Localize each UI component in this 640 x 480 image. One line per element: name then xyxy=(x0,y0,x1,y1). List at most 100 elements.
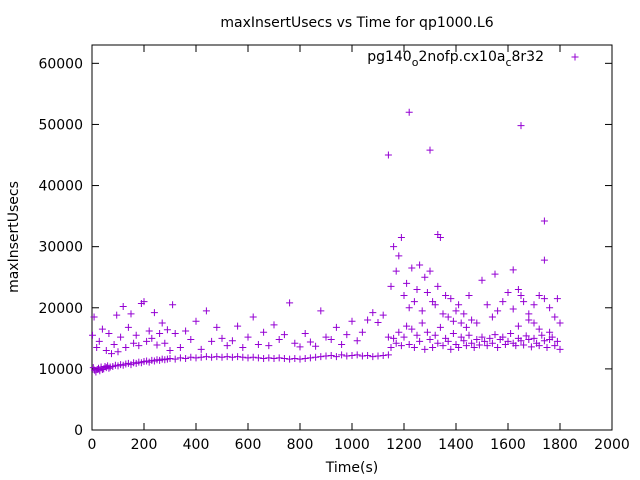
data-point xyxy=(306,338,314,346)
data-point xyxy=(187,353,195,361)
x-axis-ticks: 0 200 400 600 800 1000 1200 1400 1600 1800 2000 xyxy=(88,45,630,453)
x-tick-label: 1400 xyxy=(438,437,474,453)
x-tick-label: 1600 xyxy=(490,437,526,453)
data-point xyxy=(145,327,153,335)
data-point xyxy=(546,304,554,312)
y-tick-label: 50000 xyxy=(38,117,83,133)
data-point xyxy=(434,339,442,347)
data-point xyxy=(439,342,447,350)
data-point xyxy=(436,234,444,241)
data-point xyxy=(156,329,164,337)
data-point xyxy=(421,273,429,281)
data-point xyxy=(538,331,546,339)
legend-label: pg140o2nofp.cx10ac8r32 xyxy=(367,49,544,69)
x-axis-label: Time(s) xyxy=(325,460,378,476)
data-point xyxy=(249,313,257,321)
data-point xyxy=(410,344,418,351)
data-point xyxy=(202,353,210,361)
y-tick-label: 30000 xyxy=(38,240,83,256)
data-point xyxy=(457,333,465,341)
data-point xyxy=(353,351,361,359)
data-point xyxy=(197,353,205,361)
data-point xyxy=(408,325,416,333)
data-point xyxy=(124,323,132,331)
data-point xyxy=(338,351,346,359)
data-point xyxy=(405,304,413,312)
data-point xyxy=(327,351,335,359)
data-point xyxy=(384,351,392,359)
data-point xyxy=(535,325,543,333)
data-point xyxy=(475,341,483,349)
data-point xyxy=(460,337,468,345)
data-point xyxy=(291,339,299,347)
data-point xyxy=(436,323,444,331)
data-point xyxy=(525,336,533,344)
data-point xyxy=(525,316,533,324)
data-point xyxy=(114,348,122,356)
data-point xyxy=(491,331,499,339)
data-point xyxy=(260,328,268,336)
data-point xyxy=(449,329,457,337)
data-point xyxy=(135,342,143,350)
data-point xyxy=(270,355,278,362)
data-point xyxy=(540,217,548,225)
data-point xyxy=(522,332,530,340)
data-point xyxy=(460,310,468,318)
data-point xyxy=(517,292,525,300)
data-point xyxy=(499,333,507,341)
data-point xyxy=(449,317,457,325)
data-point xyxy=(416,337,424,345)
data-point xyxy=(218,334,226,342)
data-point xyxy=(275,354,283,362)
data-point xyxy=(301,329,309,337)
data-point xyxy=(507,329,515,337)
data-point xyxy=(108,350,115,358)
data-point xyxy=(426,267,434,275)
data-point xyxy=(166,347,174,355)
data-point xyxy=(234,322,242,330)
data-point xyxy=(234,353,242,361)
data-point xyxy=(338,340,346,348)
data-point xyxy=(473,319,481,327)
data-point xyxy=(509,266,517,274)
data-point xyxy=(140,298,148,306)
data-point xyxy=(556,319,564,327)
data-point xyxy=(119,303,127,311)
data-point xyxy=(395,328,403,336)
data-point xyxy=(530,301,538,309)
x-tick-label: 1000 xyxy=(334,437,370,453)
data-point xyxy=(452,307,460,315)
legend-marker xyxy=(571,53,579,61)
data-point xyxy=(546,328,554,336)
data-point xyxy=(548,333,556,341)
legend-text: pg140 xyxy=(367,49,412,65)
data-point xyxy=(379,351,387,359)
data-point xyxy=(483,342,491,350)
x-tick-label: 2000 xyxy=(594,437,630,453)
data-point xyxy=(228,353,236,361)
data-point xyxy=(478,333,486,341)
data-point xyxy=(95,337,103,345)
data-point xyxy=(150,309,158,317)
x-tick-label: 400 xyxy=(183,437,210,453)
data-point xyxy=(364,351,372,359)
data-point xyxy=(478,276,486,284)
data-point xyxy=(105,329,113,337)
data-point xyxy=(525,310,533,318)
x-tick-label: 0 xyxy=(88,437,97,453)
data-point xyxy=(392,267,400,275)
data-point xyxy=(429,344,437,351)
legend-subscript: o xyxy=(412,56,419,69)
data-point xyxy=(358,328,366,336)
data-point xyxy=(465,292,473,300)
data-point xyxy=(520,298,528,306)
data-point xyxy=(117,333,125,341)
data-point xyxy=(158,319,166,327)
data-point xyxy=(143,337,151,345)
data-point xyxy=(270,321,278,329)
data-point xyxy=(348,351,356,359)
data-point xyxy=(470,344,478,351)
data-point xyxy=(218,353,226,361)
data-point xyxy=(517,337,525,345)
